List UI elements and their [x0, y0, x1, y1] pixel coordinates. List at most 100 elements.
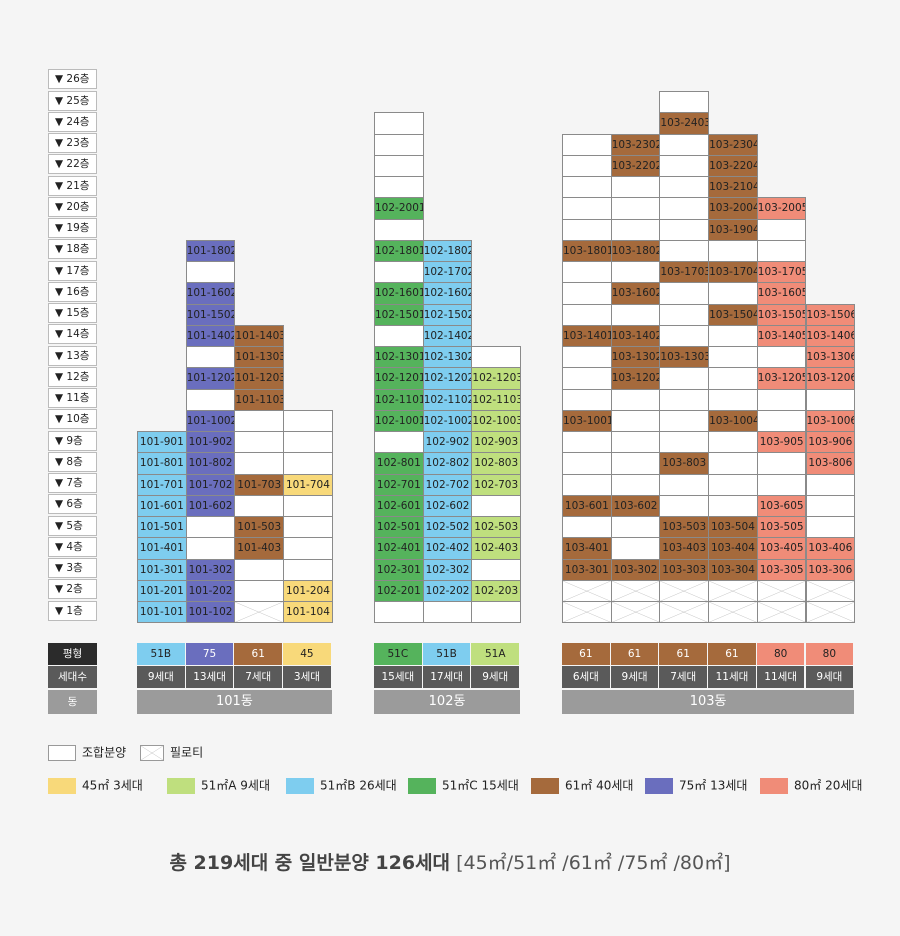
floor-label: ▼ 4층 — [48, 536, 97, 557]
unit-cell: 102-1002 — [422, 409, 473, 432]
floor-label: ▼ 2층 — [48, 579, 97, 600]
unit-cell: 101-501 — [137, 516, 187, 539]
union-cell — [708, 367, 758, 390]
unit-type-label: 61 — [562, 643, 611, 665]
unit-cell: 102-1501 — [374, 303, 424, 326]
unit-cell: 101-301 — [137, 558, 187, 581]
union-cell — [562, 473, 612, 496]
legend-item: 조합분양 — [48, 743, 126, 762]
floor-label: ▼ 25층 — [48, 90, 97, 111]
union-cell — [562, 261, 612, 284]
unit-cell: 102-503 — [471, 516, 522, 539]
piloti-cell — [610, 601, 661, 624]
union-cell — [283, 494, 333, 517]
union-cell — [471, 346, 522, 369]
floor-label: ▼ 23층 — [48, 133, 97, 153]
union-cell — [659, 388, 710, 411]
unit-cell: 103-2104 — [708, 176, 758, 199]
floor-label: ▼ 24층 — [48, 111, 97, 132]
legend-swatch — [167, 777, 195, 794]
legend-item: 51㎡A 9세대 — [167, 776, 270, 795]
unit-type-label: 45 — [283, 643, 332, 665]
unit-cell: 101-702 — [185, 473, 236, 496]
floor-label: ▼ 13층 — [48, 345, 97, 366]
unit-cell: 102-1201 — [374, 367, 424, 390]
union-cell — [374, 261, 424, 284]
unit-cell: 103-305 — [756, 558, 807, 581]
unit-cell: 102-1003 — [471, 409, 522, 432]
union-cell — [562, 346, 612, 369]
union-cell — [610, 303, 661, 326]
union-cell — [805, 516, 856, 539]
unit-cell: 103-1004 — [708, 409, 758, 432]
union-cell — [659, 239, 710, 262]
union-cell — [374, 431, 424, 454]
unit-cell: 103-1401 — [562, 324, 612, 347]
floor-label: ▼ 3층 — [48, 558, 97, 578]
union-cell — [562, 516, 612, 539]
unit-cell: 102-1301 — [374, 346, 424, 369]
union-cell — [374, 133, 424, 156]
unit-cell: 101-901 — [137, 431, 187, 454]
unit-cell: 103-1302 — [610, 346, 661, 369]
unit-cell: 103-301 — [562, 558, 612, 581]
unit-cell: 103-401 — [562, 537, 612, 560]
union-cell — [659, 218, 710, 241]
unit-cell: 102-903 — [471, 431, 522, 454]
floor-label: ▼ 7층 — [48, 473, 97, 493]
unit-cell: 103-2005 — [756, 197, 807, 220]
unit-cell: 101-1502 — [185, 303, 236, 326]
union-cell — [185, 388, 236, 411]
union-cell — [756, 473, 807, 496]
union-cell — [610, 388, 661, 411]
unit-cell: 102-1802 — [422, 239, 473, 262]
header-type: 평형 — [48, 643, 97, 665]
union-cell — [374, 218, 424, 241]
union-cell — [562, 218, 612, 241]
legend-label: 조합분양 — [82, 745, 127, 760]
union-cell — [562, 303, 612, 326]
unit-count-label: 15세대 — [374, 666, 423, 688]
unit-type-label: 51C — [374, 643, 423, 665]
floor-label: ▼ 26층 — [48, 69, 97, 90]
header-count: 세대수 — [48, 666, 97, 688]
unit-count-label: 9세대 — [610, 666, 660, 688]
legend-item: 61㎡ 40세대 — [531, 776, 633, 795]
unit-type-label: 61 — [659, 643, 709, 665]
unit-cell: 101-104 — [283, 601, 333, 624]
union-cell — [708, 431, 758, 454]
union-cell — [374, 112, 424, 135]
unit-cell: 103-1306 — [805, 346, 856, 369]
legend-item: 75㎡ 13세대 — [645, 776, 747, 795]
unit-cell: 101-1103 — [234, 388, 285, 411]
unit-cell: 103-803 — [659, 452, 710, 475]
unit-count-label: 9세대 — [137, 666, 186, 688]
union-cell — [756, 239, 807, 262]
unit-cell: 103-1006 — [805, 409, 856, 432]
header-building: 동 — [48, 690, 97, 714]
union-cell — [756, 218, 807, 241]
unit-cell: 103-403 — [659, 537, 710, 560]
union-cell — [283, 452, 333, 475]
unit-cell: 103-1506 — [805, 303, 856, 326]
unit-cell: 103-1904 — [708, 218, 758, 241]
unit-cell: 102-2001 — [374, 197, 424, 220]
union-cell — [234, 494, 285, 517]
unit-cell: 103-1704 — [708, 261, 758, 284]
union-cell — [283, 558, 333, 581]
union-cell — [659, 176, 710, 199]
union-cell — [283, 516, 333, 539]
union-cell — [805, 388, 856, 411]
piloti-cell — [659, 601, 710, 624]
unit-cell: 103-1405 — [756, 324, 807, 347]
unit-type-label: 75 — [185, 643, 235, 665]
unit-cell: 103-2403 — [659, 112, 710, 135]
unit-cell: 103-1504 — [708, 303, 758, 326]
union-cell — [234, 409, 285, 432]
union-cell — [234, 431, 285, 454]
union-cell — [610, 452, 661, 475]
union-cell — [562, 133, 612, 156]
legend-swatch — [645, 777, 673, 794]
unit-count-label: 9세대 — [471, 666, 521, 688]
unit-cell: 103-302 — [610, 558, 661, 581]
